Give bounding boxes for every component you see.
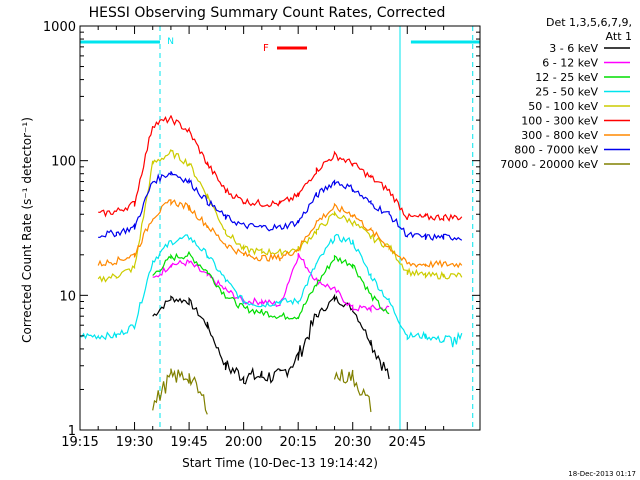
legend: Det 1,3,5,6,7,9, Att 1 3 - 6 keV 6 - 12 k… bbox=[500, 16, 632, 171]
series-line-0 bbox=[152, 293, 390, 385]
x-tick-label: 20:30 bbox=[334, 435, 371, 450]
x-tick-label: 19:30 bbox=[116, 435, 153, 450]
legend-label: 7000 - 20000 keV bbox=[500, 158, 598, 171]
series-layer bbox=[79, 115, 463, 415]
axes: 1 10 100 1000 19:15 19:30 19:45 20:00 20:15 20:30… bbox=[43, 20, 481, 450]
series-line-6 bbox=[97, 199, 463, 269]
x-tick-label: 19:15 bbox=[61, 435, 98, 450]
y-tick-label: 10 bbox=[59, 289, 76, 304]
night-label: N bbox=[167, 37, 174, 47]
legend-label: 3 - 6 keV bbox=[549, 42, 598, 55]
series-line-5 bbox=[98, 115, 463, 222]
x-tick-label: 20:15 bbox=[279, 435, 316, 450]
legend-label: 12 - 25 keV bbox=[535, 71, 598, 84]
y-axis-label: Corrected Count Rate (s⁻¹ detector⁻¹) bbox=[20, 117, 34, 343]
x-axis-label: Start Time (10-Dec-13 19:14:42) bbox=[182, 456, 378, 470]
series-line-4 bbox=[97, 149, 463, 283]
series-line-8 bbox=[152, 368, 372, 415]
x-tick-label: 20:45 bbox=[389, 435, 426, 450]
flare-label: F bbox=[263, 43, 269, 54]
series-line-3 bbox=[79, 233, 463, 348]
y-tick-label: 1000 bbox=[43, 20, 76, 35]
chart-title: HESSI Observing Summary Count Rates, Cor… bbox=[89, 5, 446, 21]
legend-label: 800 - 7000 keV bbox=[514, 144, 598, 157]
series-line-7 bbox=[98, 171, 463, 241]
legend-title-line-2: Att 1 bbox=[606, 30, 632, 43]
legend-label: 25 - 50 keV bbox=[535, 86, 598, 99]
series-line-1 bbox=[152, 252, 390, 314]
legend-label: 100 - 300 keV bbox=[521, 115, 598, 128]
legend-label: 300 - 800 keV bbox=[521, 129, 598, 142]
legend-title-line-1: Det 1,3,5,6,7,9, bbox=[546, 16, 632, 29]
y-tick-label: 1 bbox=[68, 424, 76, 439]
x-tick-label: 20:00 bbox=[225, 435, 262, 450]
timestamp: 18-Dec-2013 01:17 bbox=[568, 470, 636, 478]
legend-label: 50 - 100 keV bbox=[528, 100, 598, 113]
series-line-2 bbox=[152, 251, 390, 321]
x-tick-label: 19:45 bbox=[170, 435, 207, 450]
y-tick-label: 100 bbox=[51, 155, 76, 170]
legend-label: 6 - 12 keV bbox=[542, 57, 598, 70]
